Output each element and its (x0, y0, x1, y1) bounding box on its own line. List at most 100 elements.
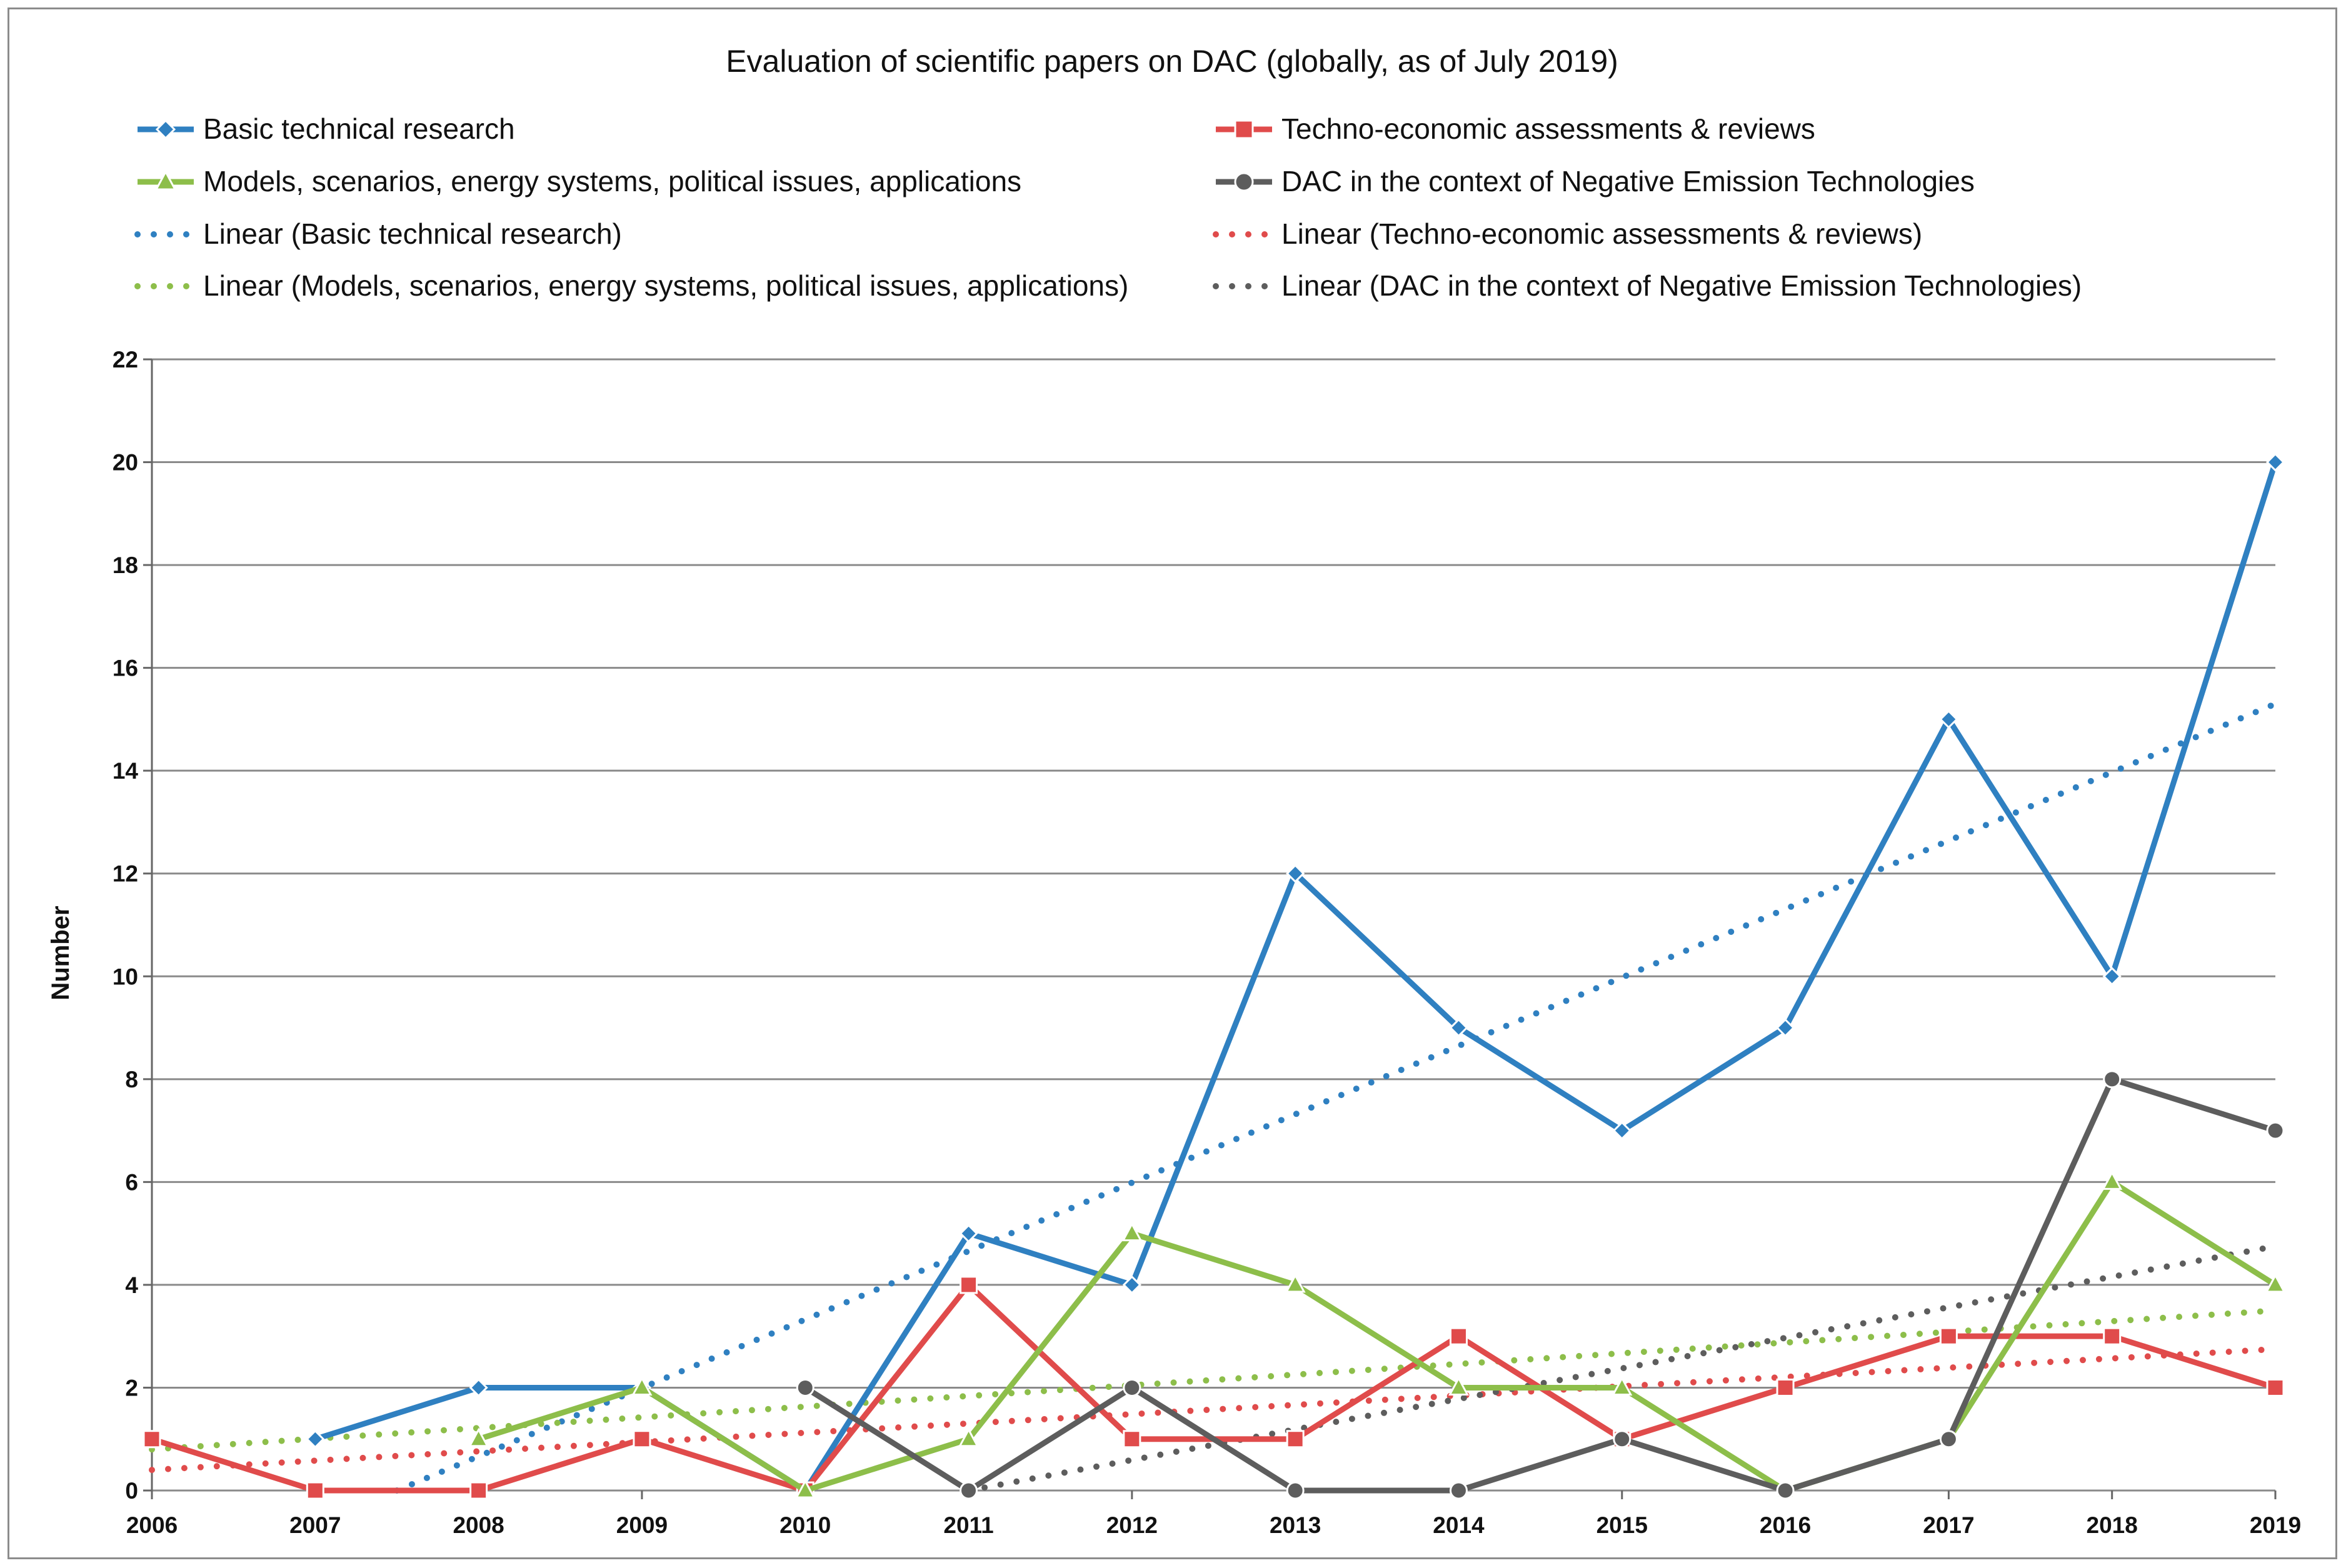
legend-label: DAC in the context of Negative Emission … (1281, 165, 1975, 197)
series-triangle (468, 1171, 2286, 1499)
circle-marker (1286, 1481, 1305, 1500)
series-lines (143, 452, 2286, 1501)
diamond-marker (1286, 864, 1305, 883)
legend: Basic technical research Models, scenario… (134, 112, 2082, 302)
series-circle (796, 1070, 2285, 1500)
legend-item: Models, scenarios, energy systems, polit… (138, 165, 1021, 197)
legend-item: Linear (DAC in the context of Negative E… (1213, 269, 2082, 302)
series-line (803, 1076, 2277, 1494)
diamond-marker (469, 1378, 488, 1397)
square-marker (2266, 1378, 2285, 1397)
legend-label: Linear (DAC in the context of Negative E… (1281, 269, 2082, 302)
circle-marker (796, 1378, 815, 1397)
y-tick-label: 10 (113, 964, 138, 989)
x-tick-label: 2018 (2087, 1512, 2138, 1538)
x-tick-label: 2009 (616, 1512, 668, 1538)
circle-marker (1613, 1430, 1632, 1449)
x-tick-label: 2017 (1923, 1512, 1974, 1538)
y-tick-label: 20 (113, 450, 138, 476)
diamond-marker (2102, 967, 2122, 986)
y-tick-label: 2 (125, 1375, 138, 1401)
diamond-marker (155, 119, 176, 140)
series-line (478, 1179, 2277, 1494)
square-marker (2103, 1327, 2122, 1346)
chart-frame: Evaluation of scientific papers on DAC (… (8, 7, 2337, 1559)
diamond-marker (1775, 1018, 1795, 1037)
diamond-marker (1122, 1275, 1141, 1295)
square-marker (1286, 1430, 1305, 1449)
legend-item: Linear (Basic technical research) (134, 217, 622, 250)
circle-marker (1123, 1378, 1141, 1397)
diamond-marker (1939, 709, 1958, 729)
chart-canvas: Evaluation of scientific papers on DAC (… (47, 44, 2301, 1538)
triangle-marker (1612, 1376, 1633, 1396)
square-marker (143, 1430, 161, 1449)
square-marker (1939, 1327, 1958, 1346)
circle-marker (1776, 1481, 1795, 1500)
x-tick-label: 2015 (1597, 1512, 1648, 1538)
legend-item: Basic technical research (138, 112, 515, 145)
y-tick-label: 16 (113, 656, 138, 681)
diamond-marker (2265, 452, 2285, 472)
circle-marker (2266, 1121, 2285, 1140)
x-tick-label: 2019 (2250, 1512, 2301, 1538)
triangle-marker (795, 1479, 816, 1499)
y-tick-label: 4 (125, 1272, 138, 1298)
chart-title: Evaluation of scientific papers on DAC (… (726, 44, 1618, 79)
triangle-marker (631, 1376, 653, 1396)
x-tick-label: 2006 (126, 1512, 178, 1538)
circle-marker (1449, 1481, 1468, 1500)
legend-item: Linear (Models, scenarios, energy system… (134, 269, 1128, 302)
gridlines (143, 358, 2275, 1492)
square-marker (306, 1481, 324, 1500)
legend-label: Basic technical research (203, 112, 515, 145)
y-tick-label: 8 (125, 1067, 138, 1092)
legend-item: Techno-economic assessments & reviews (1216, 112, 1815, 145)
diamond-marker (959, 1224, 978, 1243)
x-tick-label: 2012 (1106, 1512, 1158, 1538)
diamond-marker (306, 1429, 325, 1449)
x-tick-label: 2010 (779, 1512, 831, 1538)
trendline (393, 701, 2278, 1494)
triangle-marker (2265, 1273, 2286, 1293)
y-tick-label: 12 (113, 861, 138, 887)
trendline (965, 1243, 2278, 1494)
diamond-marker (1449, 1018, 1468, 1037)
circle-marker (960, 1481, 978, 1500)
triangle-marker (958, 1427, 980, 1447)
x-tick-label: 2016 (1760, 1512, 1811, 1538)
x-tick-label: 2008 (453, 1512, 504, 1538)
square-marker (1234, 119, 1254, 139)
x-tick-label: 2014 (1433, 1512, 1485, 1538)
legend-item: DAC in the context of Negative Emission … (1216, 165, 1975, 197)
y-axis-label: Number (47, 906, 74, 1000)
circle-marker (2103, 1070, 2122, 1089)
legend-label: Linear (Techno-economic assessments & re… (1281, 217, 1922, 250)
legend-label: Techno-economic assessments & reviews (1281, 112, 1815, 145)
y-tick-label: 14 (113, 758, 139, 784)
x-axis-ticks: 2006 2007 2008 2009 2010 2011 2012 2013 2014 2015… (126, 1491, 2301, 1538)
square-marker (1449, 1327, 1468, 1346)
legend-label: Linear (Basic technical research) (203, 217, 622, 250)
square-marker (1776, 1378, 1795, 1397)
y-tick-label: 22 (113, 347, 138, 372)
legend-label: Models, scenarios, energy systems, polit… (203, 165, 1021, 197)
legend-item: Linear (Techno-economic assessments & re… (1213, 217, 1922, 250)
triangle-marker (154, 169, 177, 191)
trendlines (149, 701, 2278, 1494)
x-tick-label: 2007 (289, 1512, 341, 1538)
x-tick-label: 2011 (943, 1512, 993, 1538)
triangle-marker (1285, 1273, 1306, 1293)
square-marker (960, 1276, 978, 1294)
diamond-marker (1612, 1121, 1632, 1141)
legend-label: Linear (Models, scenarios, energy system… (203, 269, 1128, 302)
square-marker (469, 1481, 488, 1500)
triangle-marker (2102, 1171, 2123, 1190)
triangle-marker (1448, 1376, 1469, 1396)
y-tick-label: 18 (113, 552, 138, 578)
x-tick-label: 2013 (1270, 1512, 1321, 1538)
triangle-marker (468, 1427, 489, 1447)
y-axis-ticks: 0 2 4 6 8 10 12 14 16 18 20 22 (113, 347, 139, 1504)
circle-marker (1939, 1430, 1958, 1449)
trendline (149, 1307, 2278, 1453)
